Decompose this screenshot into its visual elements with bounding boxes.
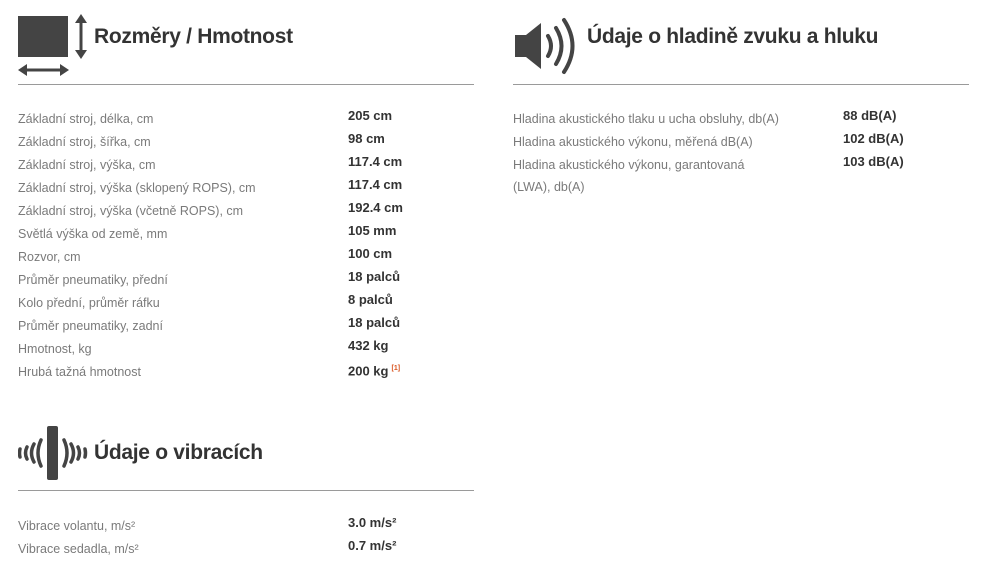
spec-row: Vibrace volantu, m/s² 3.0 m/s² [18, 515, 474, 538]
vibration-section: Údaje o vibracích Vibrace volantu, m/s² 3… [18, 416, 474, 561]
dimensions-title: Rozměry / Hmotnost [94, 25, 293, 48]
vibration-icon [18, 426, 88, 480]
vibration-list: Vibrace volantu, m/s² 3.0 m/s² Vibrace se… [18, 515, 474, 561]
spec-value: 103 dB(A) [843, 154, 904, 169]
spec-label: Kolo přední, průměr ráfku [18, 296, 160, 310]
spec-row: Základní stroj, výška (sklopený ROPS), c… [18, 177, 474, 200]
spec-value: 192.4 cm [348, 200, 403, 215]
spec-value: 88 dB(A) [843, 108, 897, 123]
spec-label: Základní stroj, výška (včetně ROPS), cm [18, 204, 244, 218]
spec-label: Základní stroj, výška (sklopený ROPS), c… [18, 181, 256, 195]
spec-label: Základní stroj, výška, cm [18, 158, 156, 172]
noise-title: Údaje o hladině zvuku a hluku [587, 25, 879, 48]
spec-value: 117.4 cm [348, 177, 403, 192]
spec-label: Základní stroj, délka, cm [18, 112, 154, 126]
spec-value: 105 mm [348, 223, 397, 238]
spec-value: 117.4 cm [348, 154, 403, 169]
spec-value: 100 cm [348, 246, 393, 261]
spec-row: Vibrace sedadla, m/s² 0.7 m/s² [18, 538, 474, 561]
spec-label: Hmotnost, kg [18, 342, 92, 356]
spec-row: Základní stroj, délka, cm 205 cm [18, 108, 474, 131]
footnote-link[interactable]: [1] [391, 365, 401, 372]
spec-label: Hladina akustického výkonu, garantovaná … [513, 158, 745, 194]
spec-row: Rozvor, cm 100 cm [18, 246, 474, 269]
spec-label: Vibrace sedadla, m/s² [18, 542, 139, 556]
spec-row: Světlá výška od země, mm 105 mm [18, 223, 474, 246]
spec-value: 200 kg [348, 363, 389, 379]
spec-label: Hrubá tažná hmotnost [18, 365, 141, 379]
spec-value: 205 cm [348, 108, 393, 123]
spec-value: 98 cm [348, 131, 385, 146]
spec-row: Průměr pneumatiky, přední 18 palců [18, 269, 474, 292]
spec-label: Vibrace volantu, m/s² [18, 519, 136, 533]
dimensions-header: Rozměry / Hmotnost [18, 8, 474, 85]
noise-section: Údaje o hladině zvuku a hluku Hladina ak… [513, 8, 969, 198]
spec-row: Základní stroj, výška, cm 117.4 cm [18, 154, 474, 177]
spec-label: Průměr pneumatiky, zadní [18, 319, 163, 333]
spec-row: Hladina akustického výkonu, garantovaná … [513, 154, 969, 198]
spec-label: Průměr pneumatiky, přední [18, 273, 168, 287]
spec-row: Hladina akustického výkonu, měřená dB(A)… [513, 131, 969, 154]
spec-value-with-footnote: 200 kg [1] [348, 358, 400, 382]
spec-row: Hrubá tažná hmotnost 200 kg [1] [18, 361, 474, 384]
vibration-title: Údaje o vibracích [94, 441, 263, 464]
spec-row: Hladina akustického tlaku u ucha obsluhy… [513, 108, 969, 131]
dimensions-list: Základní stroj, délka, cm 205 cm Základní… [18, 108, 474, 384]
dimensions-section: Rozměry / Hmotnost Základní stroj, délka… [18, 8, 474, 384]
spec-value: 0.7 m/s² [348, 538, 397, 553]
spec-value: 432 kg [348, 338, 389, 353]
spec-value: 3.0 m/s² [348, 515, 397, 530]
spec-row: Základní stroj, výška (včetně ROPS), cm 1… [18, 200, 474, 223]
spec-value: 102 dB(A) [843, 131, 904, 146]
spec-label: Hladina akustického výkonu, měřená dB(A) [513, 135, 753, 149]
spec-value: 18 palců [348, 315, 401, 330]
spec-row: Hmotnost, kg 432 kg [18, 338, 474, 361]
spec-label: Rozvor, cm [18, 250, 81, 264]
spec-row: Průměr pneumatiky, zadní 18 palců [18, 315, 474, 338]
speaker-icon [515, 18, 575, 74]
noise-list: Hladina akustického tlaku u ucha obsluhy… [513, 108, 969, 198]
spec-row: Základní stroj, šířka, cm 98 cm [18, 131, 474, 154]
spec-label: Světlá výška od země, mm [18, 227, 168, 241]
spec-row: Kolo přední, průměr ráfku 8 palců [18, 292, 474, 315]
vibration-header: Údaje o vibracích [18, 416, 474, 491]
dimensions-icon [18, 14, 87, 76]
spec-value: 18 palců [348, 269, 401, 284]
noise-header: Údaje o hladině zvuku a hluku [513, 8, 969, 85]
spec-value: 8 palců [348, 292, 393, 307]
spec-label: Hladina akustického tlaku u ucha obsluhy… [513, 112, 779, 126]
spec-label: Základní stroj, šířka, cm [18, 135, 151, 149]
